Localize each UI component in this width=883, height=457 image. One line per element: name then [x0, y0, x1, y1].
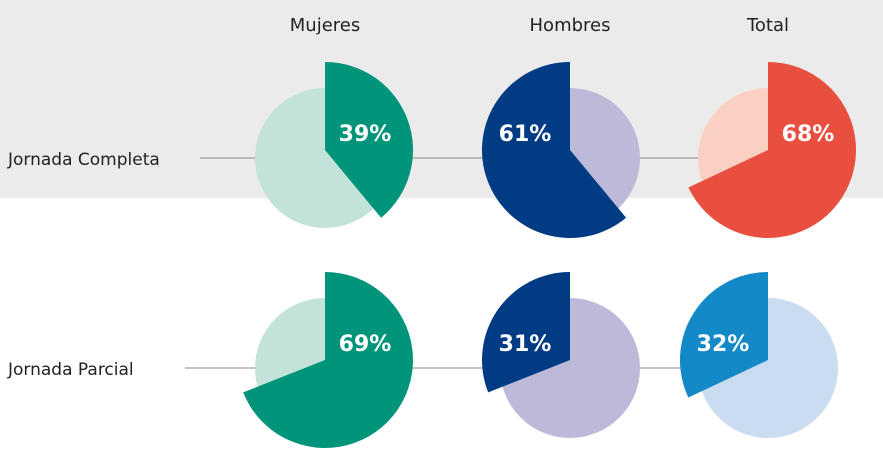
- row-label: Jornada Completa: [7, 150, 160, 170]
- value-label: 39%: [339, 122, 392, 147]
- value-label: 61%: [499, 122, 552, 147]
- pie-slice: [481, 272, 570, 393]
- column-header: Total: [746, 15, 789, 36]
- pie-slice: [482, 62, 627, 239]
- pie-slice: [325, 62, 414, 218]
- column-header: Hombres: [530, 15, 611, 36]
- value-label: 32%: [697, 332, 750, 357]
- value-label: 31%: [499, 332, 552, 357]
- pie-slice: [688, 62, 856, 238]
- pie-slice: [680, 272, 768, 398]
- column-header: Mujeres: [290, 15, 360, 36]
- value-label: 69%: [339, 332, 392, 357]
- row-label: Jornada Parcial: [7, 360, 134, 380]
- value-label: 68%: [782, 122, 835, 147]
- pie-slice: [243, 272, 413, 448]
